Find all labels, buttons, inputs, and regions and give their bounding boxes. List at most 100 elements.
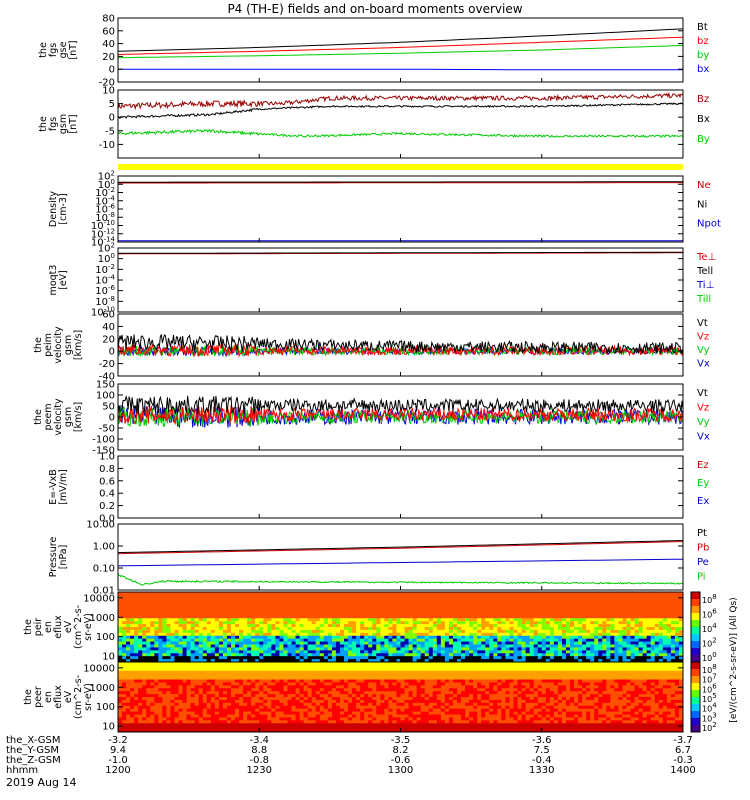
spectrogram-cell xyxy=(485,627,490,631)
spectrogram-cell xyxy=(412,618,418,622)
spectrogram-cell xyxy=(303,592,309,596)
spectrogram-cell xyxy=(130,708,135,712)
spectrogram-cell xyxy=(214,667,220,672)
spectrogram-cell xyxy=(412,638,418,642)
spectrogram-cell xyxy=(545,594,551,599)
spectrogram-cell xyxy=(436,650,442,654)
spectrogram-cell xyxy=(202,717,208,721)
spectrogram-cell xyxy=(384,615,389,619)
spectrogram-cell xyxy=(440,627,446,631)
spectrogram-cell xyxy=(614,650,619,654)
spectrogram-cell xyxy=(420,653,426,657)
spectrogram-cell xyxy=(158,676,163,680)
spectrogram-cell xyxy=(561,627,567,631)
spectrogram-cell xyxy=(400,603,405,607)
spectrogram-cell xyxy=(146,729,151,733)
spectrogram-cell xyxy=(578,635,583,640)
spectrogram-cell xyxy=(134,615,139,619)
spectrogram-cell xyxy=(307,723,313,727)
spectrogram-cell xyxy=(243,609,248,613)
spectrogram-cell xyxy=(473,638,478,642)
legend-pt: Pt xyxy=(697,528,707,539)
spectrogram-cell xyxy=(150,615,155,619)
spectrogram-cell xyxy=(299,679,305,683)
spectrogram-cell xyxy=(364,594,369,599)
spectrogram-cell xyxy=(606,632,611,637)
spectrogram-cell xyxy=(239,688,244,692)
spectrogram-cell xyxy=(279,679,284,683)
spectrogram-cell xyxy=(348,592,353,596)
spectrogram-cell xyxy=(570,600,575,605)
spectrogram-cell xyxy=(666,597,672,602)
spectrogram-cell xyxy=(565,606,571,610)
spectrogram-cell xyxy=(271,612,276,616)
spectrogram-cell xyxy=(448,606,454,610)
spectrogram-cell xyxy=(364,621,369,625)
spectrogram-cell xyxy=(194,717,200,721)
spectrogram-cell xyxy=(335,705,341,710)
spectrogram-cell xyxy=(279,711,284,715)
spectrogram-cell xyxy=(461,656,466,660)
spectrogram-cell xyxy=(344,644,349,648)
spectrogram-cell xyxy=(162,612,167,616)
spectrogram-cell xyxy=(174,594,179,599)
spectrogram-cell xyxy=(174,708,179,712)
spectrogram-cell xyxy=(202,603,208,607)
spectrogram-cell xyxy=(275,708,280,712)
spectrogram-cell xyxy=(134,659,139,663)
spectrogram-cell xyxy=(251,711,256,715)
spectrogram-cell xyxy=(210,603,216,607)
spectrogram-cell xyxy=(582,606,587,610)
spectrogram-cell xyxy=(570,606,575,610)
spectrogram-cell xyxy=(420,632,426,637)
spectrogram-cell xyxy=(150,717,155,721)
spectrogram-cell xyxy=(186,699,192,704)
spectrogram-cell xyxy=(521,650,527,654)
spectrogram-cell xyxy=(311,641,317,645)
spectrogram-cell xyxy=(509,624,514,628)
spectrogram-cell xyxy=(291,624,296,628)
spectrogram-cell xyxy=(674,653,680,657)
spectrogram-cell xyxy=(146,638,151,642)
spectrogram-cell xyxy=(255,697,260,701)
spectrogram-cell xyxy=(626,629,631,634)
spectrogram-cell xyxy=(674,650,680,654)
spectrogram-cell xyxy=(154,638,159,642)
spectrogram-cell xyxy=(525,659,531,663)
spectrogram-cell xyxy=(311,632,317,637)
spectrogram-cell xyxy=(194,697,200,701)
spectrogram-cell xyxy=(428,629,434,634)
spectrogram-cell xyxy=(327,592,333,596)
spectrogram-cell xyxy=(319,699,325,704)
spectrogram-cell xyxy=(243,720,248,724)
spectrogram-cell xyxy=(158,606,163,610)
spectrogram-cell xyxy=(170,720,175,724)
spectrogram-cell xyxy=(222,726,228,730)
spectrogram-cell xyxy=(247,638,252,642)
spectrogram-cell xyxy=(586,629,591,634)
spectrogram-cell xyxy=(513,603,518,607)
spectrogram-cell xyxy=(170,679,175,683)
spectrogram-cell xyxy=(130,662,135,666)
spectrogram-cell xyxy=(323,705,329,710)
spectrogram-cell xyxy=(339,673,345,677)
spectrogram-cell xyxy=(404,594,409,599)
spectrogram-cell xyxy=(634,615,640,619)
spectrogram-cell xyxy=(461,629,466,634)
legend-te⊥: Te⊥ xyxy=(696,252,716,263)
spectrogram-cell xyxy=(263,644,268,648)
spectrogram-cell xyxy=(565,653,571,657)
spectrogram-cell xyxy=(190,705,196,710)
spectrogram-cell xyxy=(384,635,389,640)
spectrogram-cell xyxy=(541,635,547,640)
spectrogram-cell xyxy=(142,644,147,648)
spectrogram-cell xyxy=(255,682,260,686)
spectrogram-cell xyxy=(408,629,414,634)
spectrogram-cell xyxy=(231,618,236,622)
spectrogram-cell xyxy=(126,711,131,715)
spectrogram-cell xyxy=(154,673,159,677)
spectrogram-cell xyxy=(469,629,474,634)
spectrogram-cell xyxy=(570,638,575,642)
spectrogram-cell xyxy=(126,708,131,712)
spectrogram-cell xyxy=(166,723,171,727)
